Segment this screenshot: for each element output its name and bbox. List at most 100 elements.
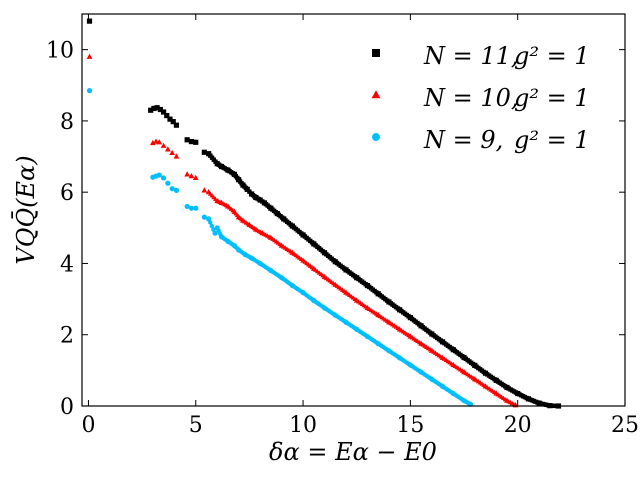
legend-marker: [371, 90, 381, 99]
data-point: [273, 210, 278, 215]
data-point: [188, 173, 195, 179]
data-point: [230, 242, 235, 247]
data-point: [153, 138, 159, 144]
data-point: [481, 369, 486, 375]
x-tick-label: 10: [289, 413, 317, 438]
data-point: [167, 116, 173, 122]
data-point: [217, 163, 223, 168]
data-point: [173, 153, 180, 159]
x-tick-label: 5: [189, 413, 203, 438]
data-point: [438, 338, 443, 343]
data-point: [427, 375, 433, 381]
plot-frame: [81, 13, 626, 407]
data-point: [258, 229, 264, 235]
data-point: [511, 401, 517, 407]
data-point: [165, 180, 171, 186]
data-point: [266, 234, 272, 239]
data-point: [230, 207, 236, 213]
data-point: [320, 304, 325, 309]
data-point: [331, 311, 336, 317]
data-point: [239, 181, 244, 186]
data-point: [417, 322, 422, 327]
data-point: [416, 339, 422, 345]
data-point: [223, 202, 229, 208]
data-point: [449, 346, 454, 351]
data-point: [245, 221, 251, 226]
data-point: [256, 260, 261, 265]
data-point: [224, 238, 229, 243]
data-point: [217, 199, 223, 205]
data-point: [466, 401, 472, 406]
data-point: [331, 257, 336, 263]
data-point: [243, 185, 249, 191]
data-point: [267, 204, 272, 210]
data-point: [224, 166, 229, 172]
data-point: [173, 122, 180, 128]
data-point: [212, 230, 218, 236]
data-point: [460, 397, 465, 402]
data-point: [156, 139, 163, 145]
data-point: [502, 384, 508, 389]
x-tick-label: 20: [504, 413, 532, 438]
data-point: [160, 175, 167, 181]
y-tick-label: 0: [60, 395, 74, 420]
data-point: [173, 187, 180, 193]
legend-label-g: g² = 1: [514, 126, 590, 154]
data-point: [395, 354, 401, 359]
data-point: [459, 368, 465, 373]
y-axis-label: VQQ̄(Eα): [12, 155, 40, 264]
legend-label: N = 11,: [423, 42, 519, 70]
series-0: [86, 18, 562, 409]
data-point: [320, 249, 325, 254]
data-point: [438, 383, 443, 388]
data-point: [449, 390, 454, 395]
data-point: [169, 186, 175, 192]
legend-marker: [372, 133, 380, 141]
data-point: [417, 368, 422, 374]
x-tick-label: 0: [81, 413, 95, 438]
data-point: [201, 149, 207, 155]
y-tick-label: 8: [60, 110, 74, 135]
data-point: [513, 390, 519, 395]
data-point: [298, 256, 304, 262]
data-point: [213, 196, 218, 202]
data-point: [384, 318, 390, 323]
data-point: [395, 306, 401, 311]
data-point: [235, 175, 240, 181]
data-point: [234, 212, 240, 218]
data-point: [230, 171, 235, 176]
data-point: [266, 267, 272, 272]
data-point: [247, 189, 252, 194]
data-point: [206, 216, 212, 222]
data-point: [502, 396, 508, 402]
data-point: [395, 325, 401, 330]
data-point: [151, 105, 157, 112]
legend-marker: [372, 49, 380, 57]
data-point: [201, 187, 208, 193]
data-point: [160, 142, 167, 148]
data-point: [406, 314, 411, 319]
data-point: [341, 318, 347, 324]
data-point: [277, 274, 283, 279]
data-point: [470, 375, 476, 380]
data-point: [406, 361, 411, 367]
data-point: [449, 361, 454, 366]
y-tick-label: 10: [46, 39, 74, 64]
data-point: [188, 205, 195, 211]
data-point: [154, 105, 160, 111]
data-point: [184, 137, 190, 143]
y-tick-label: 4: [60, 252, 74, 277]
data-point: [352, 296, 358, 301]
data-point: [373, 311, 379, 316]
data-point: [341, 288, 347, 294]
data-point: [252, 194, 257, 199]
data-point: [384, 298, 390, 303]
data-point: [247, 255, 253, 260]
data-point: [156, 172, 162, 178]
x-axis-label: δα = Eα − E0: [269, 438, 437, 466]
data-point: [309, 240, 315, 245]
data-point: [149, 139, 156, 146]
data-point: [535, 400, 540, 405]
data-point: [363, 333, 368, 338]
